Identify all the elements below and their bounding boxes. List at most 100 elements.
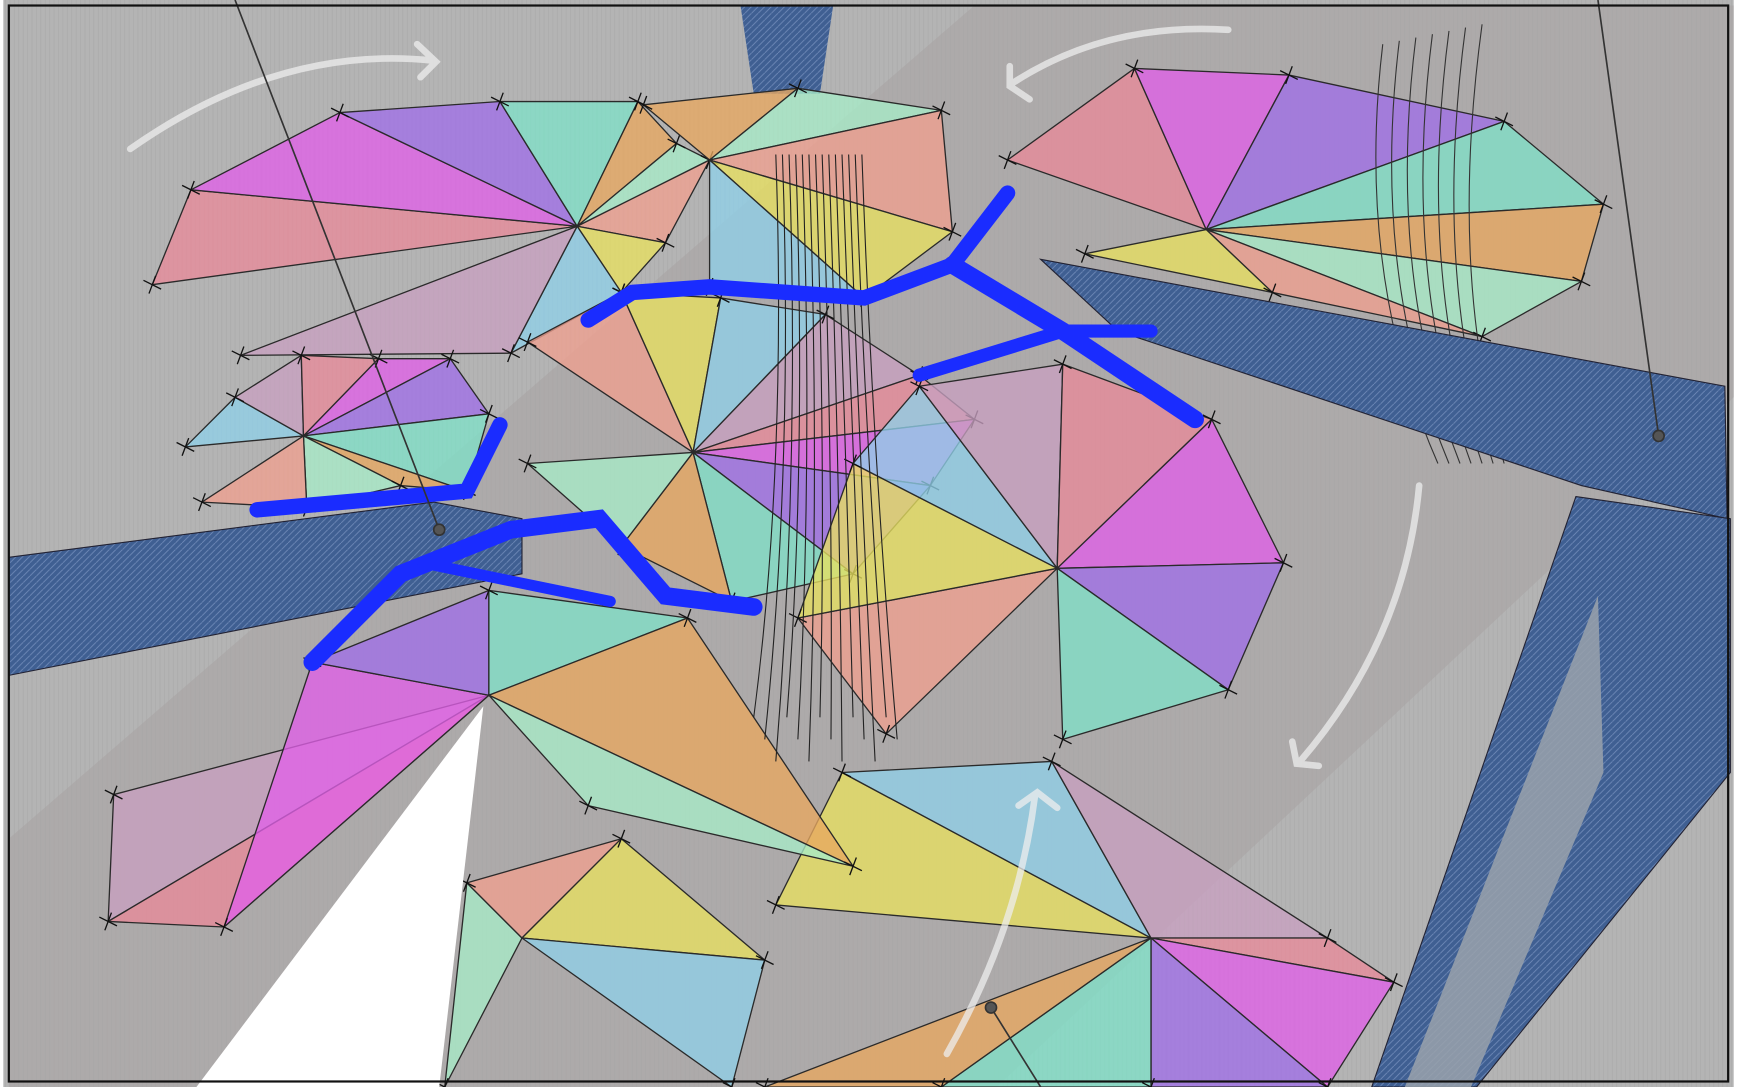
cross-mark [755, 1081, 767, 1087]
cross-mark [523, 454, 532, 473]
strut-line [764, 154, 787, 740]
cross-mark [1047, 752, 1056, 771]
cross-mark [1389, 973, 1398, 992]
top-beam [740, 5, 834, 94]
cross-mark [198, 493, 206, 512]
cross-mark [683, 608, 692, 628]
fan-triangle [488, 694, 854, 867]
cross-mark [462, 873, 471, 892]
cross-mark [231, 388, 239, 407]
cross-mark [661, 233, 670, 252]
leader-dot [432, 523, 446, 537]
cross-mark [507, 344, 515, 363]
fan-triangle [239, 225, 578, 357]
cross-mark [1224, 680, 1233, 699]
strut-line [828, 154, 843, 762]
connector [912, 324, 1158, 382]
cross-mark [821, 305, 830, 324]
cross-mark [335, 103, 344, 122]
frame [7, 4, 1730, 1083]
cross-mark [148, 275, 157, 294]
cross-mark [1577, 272, 1586, 291]
cross-mark [1268, 283, 1277, 302]
cross-mark [793, 79, 802, 98]
fan-triangle [1056, 567, 1229, 741]
cross-mark [793, 608, 802, 628]
cross-mark [109, 785, 118, 804]
strut-line [848, 154, 876, 762]
leader-lines [234, 0, 1665, 1087]
cross-mark [1279, 553, 1288, 572]
cross-mark [639, 95, 648, 114]
cross-mark [1003, 150, 1012, 170]
fan-triangle [521, 937, 766, 1087]
cross-mark [104, 912, 113, 931]
leader-line [234, 0, 440, 531]
strut-line [834, 154, 854, 718]
strut-line [797, 154, 808, 740]
arrow [1006, 25, 1232, 103]
strut-line [808, 154, 815, 762]
connectors [249, 185, 1204, 671]
cross-mark [1599, 195, 1608, 214]
cross-mark [948, 222, 957, 241]
cross-mark [181, 437, 190, 457]
cross-mark [1318, 1081, 1330, 1087]
cross-mark [1500, 112, 1509, 131]
cross-mark [849, 454, 857, 473]
connector [417, 557, 616, 607]
cross-mark [838, 763, 846, 782]
cross-mark [523, 333, 532, 352]
connector [580, 185, 1016, 328]
cross-mark [484, 581, 493, 600]
leader-line [1597, 0, 1660, 437]
strut-line [786, 154, 801, 718]
strut-line [821, 154, 832, 740]
right-beam [1038, 258, 1728, 520]
cross-mark [771, 895, 780, 914]
cross-mark [220, 917, 228, 937]
arrow [943, 788, 1061, 1058]
cross-mark [760, 951, 769, 970]
cross-mark [1285, 65, 1293, 85]
fan-triangle [526, 451, 694, 547]
cross-mark [186, 180, 195, 199]
strut-line [775, 154, 794, 762]
fan-triangle [1084, 228, 1274, 294]
cross-mark [1130, 59, 1139, 78]
cross-mark [937, 101, 946, 120]
arrow [126, 40, 441, 153]
rotation-arrows [126, 25, 1423, 1058]
cross-mark [617, 829, 626, 848]
cross-mark [446, 349, 455, 368]
arrow [1288, 482, 1423, 770]
cross-mark [297, 346, 306, 365]
cross-mark [882, 724, 891, 743]
strut-line [753, 154, 780, 718]
connector [249, 417, 508, 518]
cross-mark [495, 92, 504, 111]
leg-face [1404, 595, 1604, 1087]
connector [303, 509, 763, 671]
strut-line [861, 154, 898, 740]
cross-mark [1141, 1081, 1153, 1087]
fan-triangle [764, 937, 1152, 1087]
cross-mark [1323, 928, 1332, 948]
strut-line [854, 154, 887, 718]
leader-dot [1652, 429, 1665, 443]
cross-mark [236, 346, 245, 365]
cross-mark [932, 1081, 943, 1087]
cross-mark [849, 857, 857, 876]
cross-mark [1058, 355, 1067, 374]
cross-mark [722, 1081, 734, 1087]
cross-mark [1207, 410, 1216, 429]
leader-dot [984, 1001, 998, 1014]
cross-mark [1058, 730, 1067, 749]
cross-mark [584, 796, 593, 815]
leader-line [990, 1007, 1042, 1087]
cross-mark [484, 404, 493, 423]
cross-mark [1080, 244, 1089, 263]
cross-mark [672, 134, 681, 153]
